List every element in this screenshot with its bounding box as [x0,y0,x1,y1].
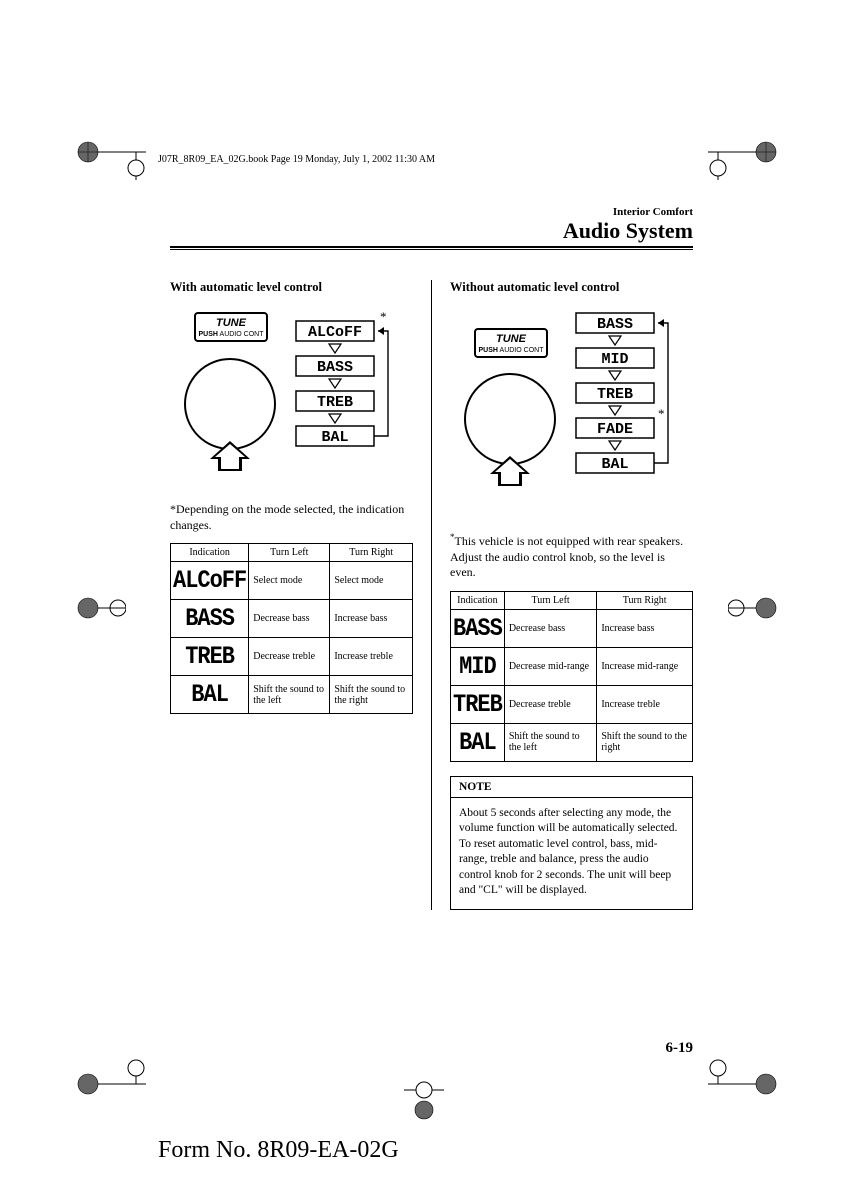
svg-text:BAL: BAL [321,429,348,446]
crop-mark-bottom-left [76,1056,146,1096]
right-knob-diagram: TUNE PUSH AUDIO CONT BASS MID TREB FADE [450,309,688,509]
right-th-turnleft: Turn Left [504,591,597,609]
indication-display: TREB [453,690,502,719]
table-row: BASS Decrease bass Increase bass [171,600,413,638]
page-number: 6-19 [666,1040,694,1057]
cell-right: Shift the sound to the right [330,676,413,714]
note-title: NOTE [451,777,692,798]
svg-text:PUSH AUDIO CONT: PUSH AUDIO CONT [479,347,545,354]
cell-right: Increase mid-range [597,647,693,685]
cell-left: Shift the sound to the left [249,676,330,714]
left-heading: With automatic level control [170,280,413,295]
svg-text:BASS: BASS [317,359,353,376]
section-big: Audio System [563,218,693,244]
cell-right: Increase treble [330,638,413,676]
svg-text:BAL: BAL [601,456,628,473]
book-header-text: J07R_8R09_EA_02G.book Page 19 Monday, Ju… [158,154,435,165]
svg-text:TREB: TREB [317,394,353,411]
left-th-indication: Indication [171,544,249,562]
cell-left: Decrease bass [249,600,330,638]
table-row: TREB Decrease treble Increase treble [451,685,693,723]
cell-left: Decrease mid-range [504,647,597,685]
cell-left: Shift the sound to the left [504,723,597,761]
svg-text:PUSH AUDIO CONT: PUSH AUDIO CONT [199,331,265,338]
svg-text:FADE: FADE [597,421,633,438]
cell-right: Increase bass [597,609,693,647]
cell-right: Increase treble [597,685,693,723]
cell-right: Increase bass [330,600,413,638]
cell-left: Decrease treble [249,638,330,676]
crop-mark-mid-right [728,596,778,620]
cell-left: Decrease bass [504,609,597,647]
table-row: BAL Shift the sound to the left Shift th… [451,723,693,761]
indication-display: BAL [191,680,228,709]
form-number: Form No. 8R09-EA-02G [158,1137,399,1164]
crop-mark-mid-left [76,596,126,620]
svg-text:*: * [380,309,387,324]
cell-right: Select mode [330,562,413,600]
cell-right: Shift the sound to the right [597,723,693,761]
table-row: BAL Shift the sound to the left Shift th… [171,676,413,714]
left-knob-diagram: TUNE PUSH AUDIO CONT ALCoFF * BASS TREB [170,309,408,479]
cell-left: Decrease treble [504,685,597,723]
svg-text:BASS: BASS [597,316,633,333]
crop-mark-bottom-right [708,1056,778,1096]
left-column: With automatic level control TUNE PUSH A… [170,280,431,910]
right-th-turnright: Turn Right [597,591,693,609]
section-header: Interior Comfort Audio System [563,206,693,244]
left-table: Indication Turn Left Turn Right ALCoFF S… [170,543,413,714]
right-column: Without automatic level control TUNE PUS… [432,280,693,910]
section-small: Interior Comfort [563,206,693,218]
right-heading: Without automatic level control [450,280,693,295]
cell-left: Select mode [249,562,330,600]
note-box: NOTE About 5 seconds after selecting any… [450,776,693,910]
indication-display: MID [459,652,496,681]
indication-display: BASS [453,614,502,643]
table-row: BASS Decrease bass Increase bass [451,609,693,647]
table-row: ALCoFF Select mode Select mode [171,562,413,600]
table-row: MID Decrease mid-range Increase mid-rang… [451,647,693,685]
right-table: Indication Turn Left Turn Right BASS Dec… [450,591,693,762]
svg-text:TUNE: TUNE [216,317,247,329]
crop-mark-bottom-center [404,1080,444,1120]
indication-display: TREB [185,642,234,671]
indication-display: ALCoFF [173,566,246,595]
indication-display: BASS [185,604,234,633]
crop-mark-top-right [708,140,778,180]
note-body: About 5 seconds after selecting any mode… [451,798,692,909]
left-th-turnright: Turn Right [330,544,413,562]
svg-text:ALCoFF: ALCoFF [308,324,362,341]
svg-text:TREB: TREB [597,386,633,403]
svg-text:MID: MID [601,351,628,368]
header-rule [170,246,693,250]
left-th-turnleft: Turn Left [249,544,330,562]
crop-mark-top-left [76,140,146,180]
indication-display: BAL [459,728,496,757]
right-footnote: *This vehicle is not equipped with rear … [450,532,693,581]
table-row: TREB Decrease treble Increase treble [171,638,413,676]
left-footnote: *Depending on the mode selected, the ind… [170,502,413,533]
right-th-indication: Indication [451,591,505,609]
svg-text:TUNE: TUNE [496,333,527,345]
svg-text:*: * [658,406,665,421]
